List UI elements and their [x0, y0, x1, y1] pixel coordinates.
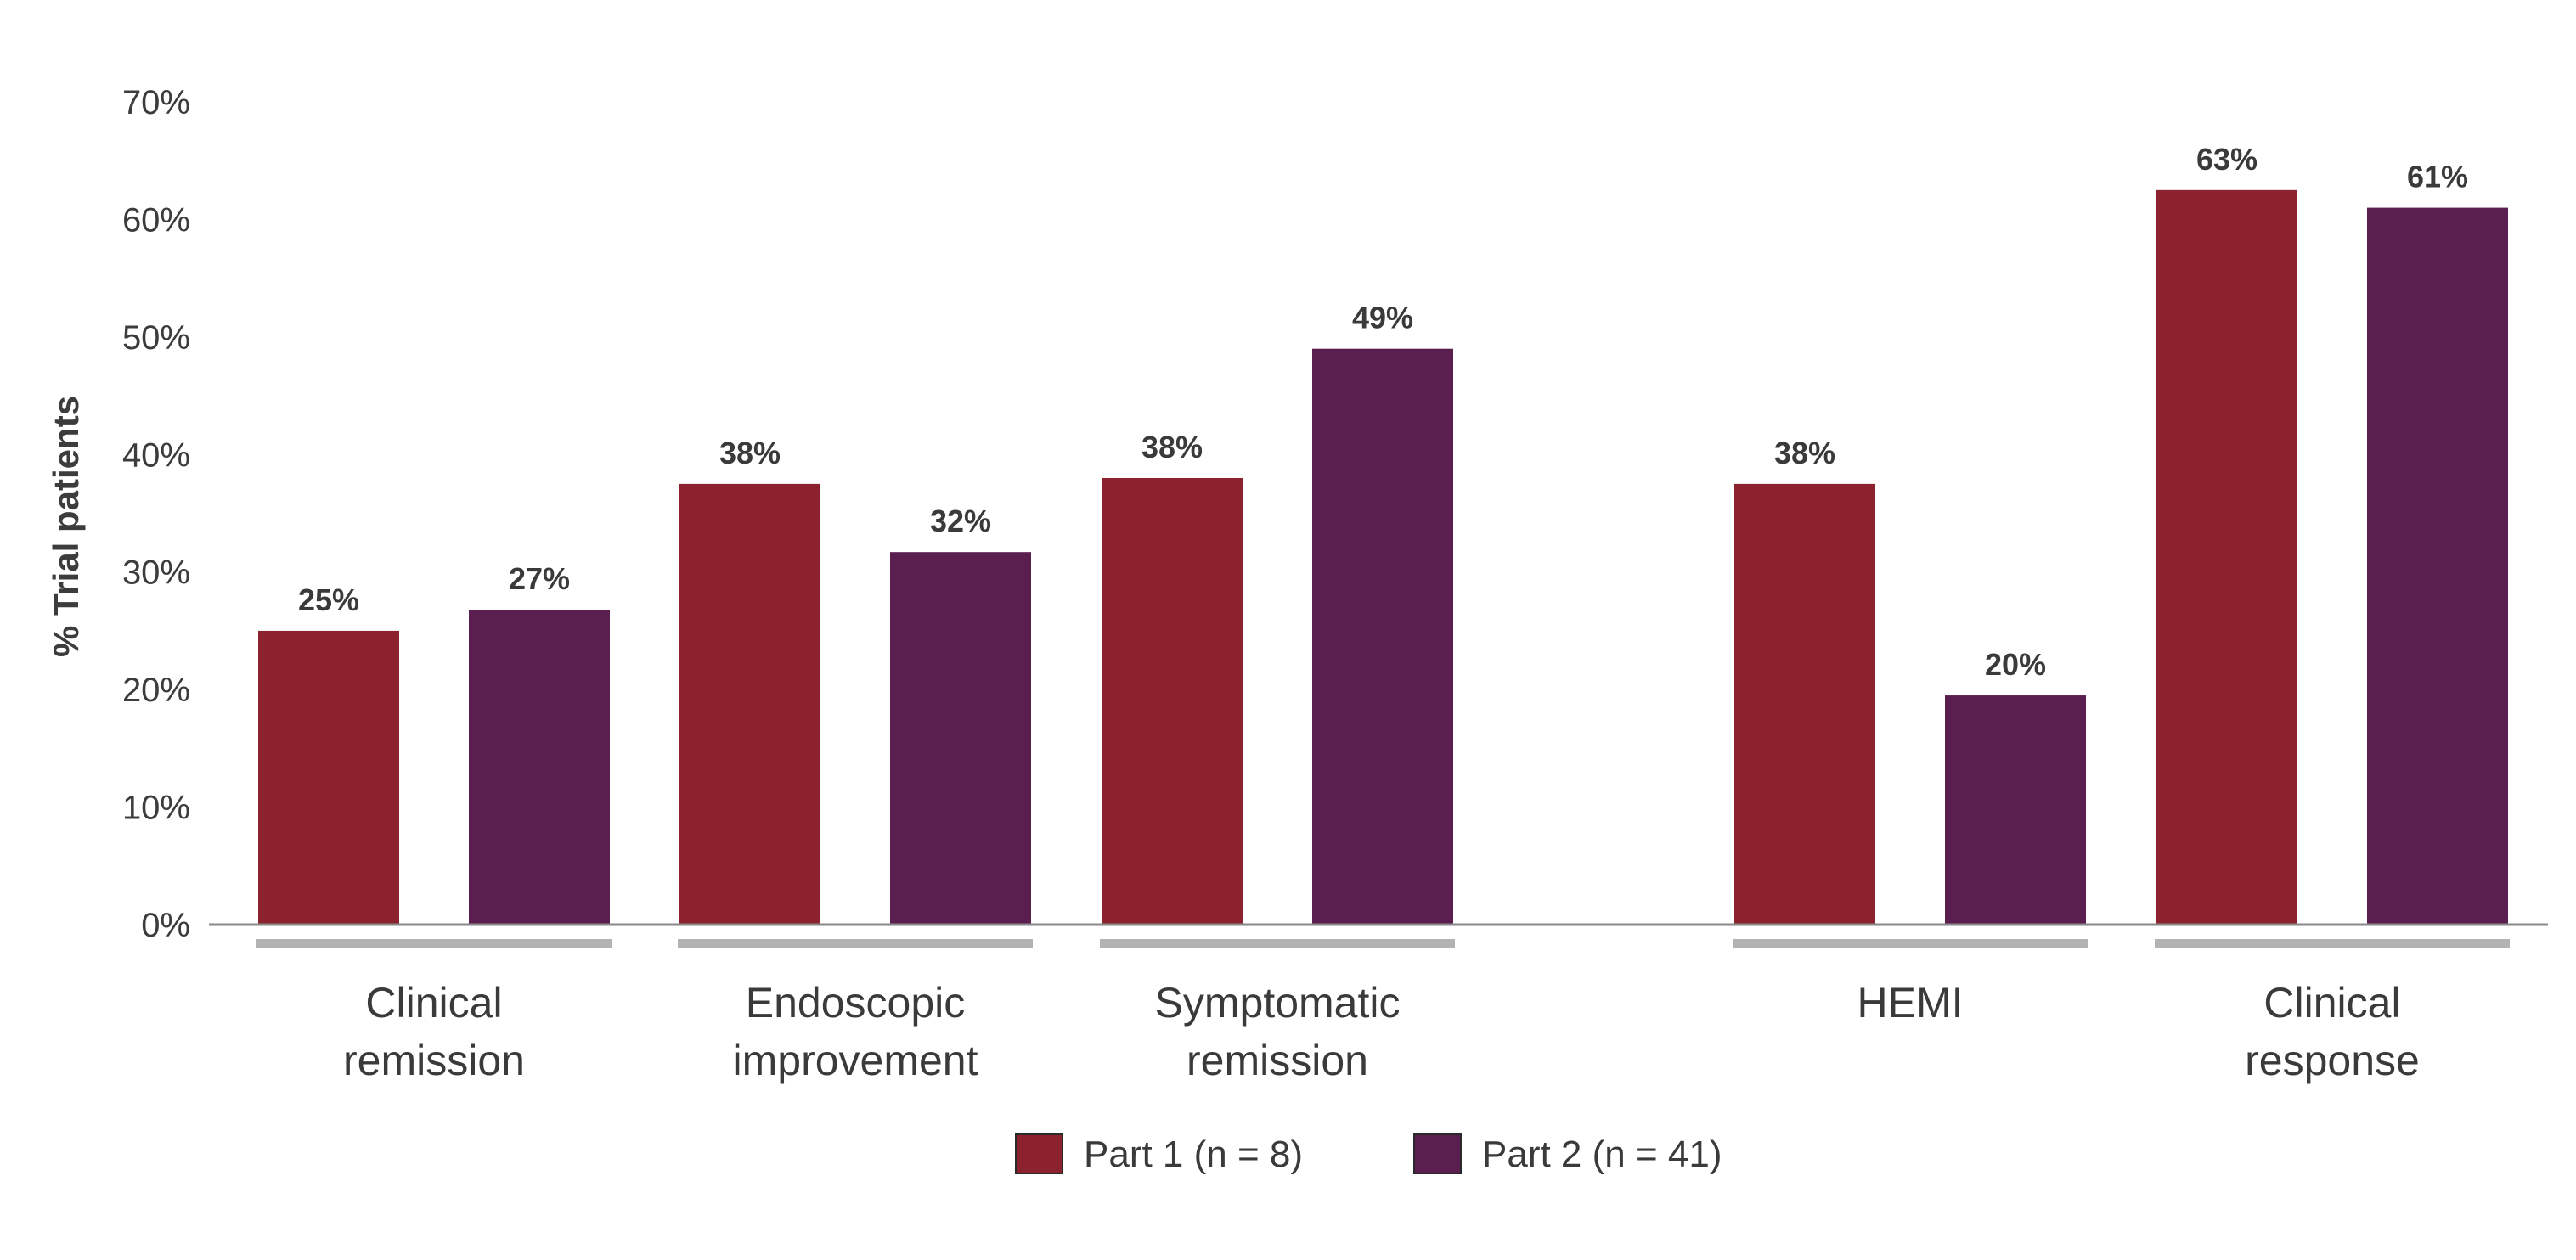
y-tick-label: 40%	[122, 436, 190, 474]
y-tick-label: 30%	[122, 554, 190, 592]
category-label: response	[2245, 1037, 2420, 1084]
category-label: Symptomatic	[1155, 979, 1401, 1027]
y-tick-label: 70%	[122, 84, 190, 121]
y-tick-label: 60%	[122, 201, 190, 239]
legend-swatch-part1	[1015, 1133, 1063, 1174]
bar-part2	[890, 552, 1031, 925]
data-labels: 25% 38% 38% 38% 63% 27% 32% 49% 20% 61%	[298, 142, 2468, 682]
category-label: remission	[1187, 1037, 1368, 1084]
category-label: Clinical	[2263, 979, 2400, 1027]
data-label: 61%	[2407, 160, 2468, 194]
data-label: 38%	[719, 436, 781, 470]
group-underline	[1733, 939, 2088, 948]
legend-label-part1: Part 1 (n = 8)	[1084, 1133, 1303, 1175]
category-label: HEMI	[1857, 979, 1964, 1027]
bar-part2	[1312, 348, 1453, 925]
x-axis-category-labels: Clinical remission Endoscopic improvement Sy…	[343, 979, 2420, 1084]
data-label: 32%	[930, 503, 991, 538]
category-label: Endoscopic	[746, 979, 966, 1027]
bar-part1	[1734, 483, 1875, 925]
bar-part1	[679, 483, 820, 925]
bar-part2	[1945, 695, 2086, 925]
data-label: 38%	[1774, 436, 1835, 470]
y-tick-label: 0%	[141, 907, 190, 944]
data-label: 63%	[2196, 142, 2258, 177]
data-label: 27%	[509, 561, 570, 596]
bar-part2	[469, 610, 610, 925]
category-label: remission	[343, 1037, 525, 1084]
y-tick-label: 50%	[122, 319, 190, 357]
group-underline	[2155, 939, 2510, 948]
y-axis: 0% 10% 20% 30% 40% 50% 60% 70%	[122, 84, 190, 944]
bar-part2	[2367, 207, 2508, 925]
bar-part1	[2156, 189, 2297, 925]
data-label: 38%	[1141, 430, 1203, 464]
group-underline	[1100, 939, 1455, 948]
legend-label-part2: Part 2 (n = 41)	[1482, 1133, 1722, 1175]
y-axis-title: % Trial patients	[46, 396, 86, 657]
group-underline	[678, 939, 1033, 948]
legend-swatch-part2	[1413, 1133, 1462, 1174]
group-underline	[256, 939, 612, 948]
legend: Part 1 (n = 8) Part 2 (n = 41)	[1015, 1133, 1722, 1175]
group-underlines	[256, 939, 2510, 948]
bar-part1	[258, 630, 399, 925]
category-label: improvement	[733, 1037, 978, 1084]
data-label: 25%	[298, 582, 359, 617]
y-tick-label: 10%	[122, 790, 190, 827]
bar-part1	[1102, 477, 1243, 925]
category-label: Clinical	[365, 979, 502, 1027]
data-label: 49%	[1352, 301, 1413, 335]
bars	[258, 189, 2508, 925]
y-tick-label: 20%	[122, 672, 190, 709]
data-label: 20%	[1985, 647, 2046, 682]
